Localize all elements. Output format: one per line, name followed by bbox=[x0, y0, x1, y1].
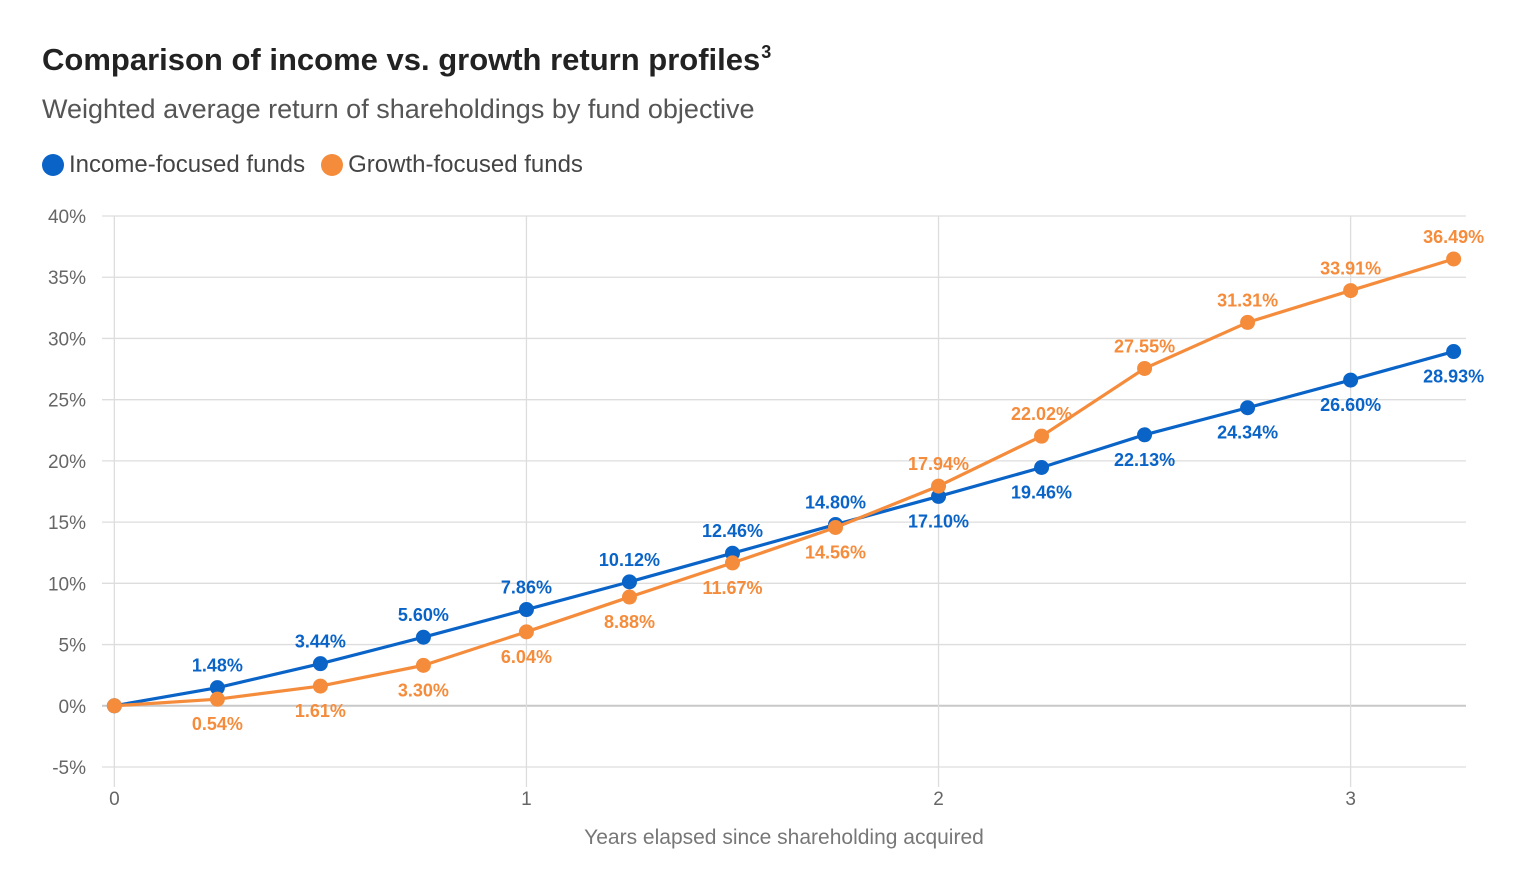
data-label: 22.02% bbox=[1011, 404, 1072, 424]
series-income: 1.48% 3.44% 5.60% 7.86% 10.12% 12.46% 14.80% 17… bbox=[106, 344, 1484, 714]
data-point bbox=[1034, 428, 1050, 444]
y-tick-label: 5% bbox=[59, 636, 87, 657]
data-point bbox=[518, 624, 534, 640]
data-label: 33.91% bbox=[1320, 259, 1381, 279]
data-label: 31.31% bbox=[1217, 290, 1278, 310]
data-point bbox=[1343, 372, 1359, 388]
y-tick-label: 35% bbox=[48, 268, 86, 289]
x-tick-label: 3 bbox=[1345, 789, 1356, 810]
data-label: 1.61% bbox=[295, 701, 346, 721]
y-tick-label: -5% bbox=[52, 758, 86, 779]
y-tick-label: 25% bbox=[48, 391, 86, 412]
data-point bbox=[1343, 283, 1359, 299]
data-label: 26.60% bbox=[1320, 395, 1381, 415]
series-line bbox=[112, 257, 1456, 708]
data-label: 11.67% bbox=[702, 578, 762, 598]
data-point bbox=[312, 656, 328, 672]
data-point bbox=[1446, 251, 1462, 267]
data-label: 7.86% bbox=[501, 578, 552, 598]
legend-item-income[interactable]: Income-focused funds bbox=[42, 151, 305, 179]
data-point bbox=[209, 691, 225, 707]
chart-legend: Income-focused funds Growth-focused fund… bbox=[42, 151, 599, 179]
legend-marker-income bbox=[42, 154, 64, 176]
chart-subtitle: Weighted average return of shareholdings… bbox=[42, 94, 755, 124]
data-point bbox=[312, 678, 328, 694]
legend-label-growth: Growth-focused funds bbox=[348, 151, 583, 178]
data-label: 17.10% bbox=[908, 511, 969, 531]
data-point bbox=[106, 698, 122, 714]
data-label: 14.80% bbox=[805, 493, 866, 513]
data-label: 12.46% bbox=[702, 521, 763, 541]
data-point bbox=[931, 478, 947, 494]
data-point bbox=[621, 589, 637, 605]
data-label: 17.94% bbox=[908, 454, 969, 474]
data-label: 1.48% bbox=[192, 656, 243, 676]
data-point bbox=[1137, 360, 1153, 376]
data-point bbox=[828, 519, 844, 535]
y-tick-label: 30% bbox=[48, 329, 86, 350]
data-point bbox=[724, 555, 740, 571]
data-label: 10.12% bbox=[599, 550, 660, 570]
data-label: 5.60% bbox=[398, 605, 449, 625]
data-point bbox=[415, 657, 431, 673]
data-point bbox=[621, 574, 637, 590]
y-tick-label: 40% bbox=[48, 207, 86, 228]
data-label: 36.49% bbox=[1423, 227, 1484, 247]
data-point bbox=[1034, 460, 1050, 476]
data-label: 14.56% bbox=[805, 542, 866, 562]
data-label: 19.46% bbox=[1011, 483, 1072, 503]
x-tick-label: 2 bbox=[933, 789, 944, 810]
chart-title: Comparison of income vs. growth return p… bbox=[42, 42, 772, 77]
x-tick-label: 0 bbox=[109, 789, 120, 810]
series-growth: 0.54% 1.61% 3.30% 6.04% 8.88% 11.67% 14.56% 17.… bbox=[106, 227, 1484, 734]
data-label: 24.34% bbox=[1217, 423, 1278, 443]
data-point bbox=[931, 488, 947, 504]
grid-lines bbox=[102, 215, 1466, 787]
title-footnote-marker: 3 bbox=[761, 42, 772, 62]
data-label: 27.55% bbox=[1114, 336, 1175, 356]
data-label: 8.88% bbox=[604, 612, 655, 632]
data-point bbox=[518, 602, 534, 618]
data-label: 22.13% bbox=[1114, 450, 1175, 470]
x-tick-label: 1 bbox=[521, 789, 532, 810]
data-label: 28.93% bbox=[1423, 367, 1484, 387]
data-label: 3.44% bbox=[295, 632, 346, 652]
data-point bbox=[1137, 427, 1153, 443]
data-point bbox=[1240, 314, 1256, 330]
legend-item-growth[interactable]: Growth-focused funds bbox=[321, 151, 583, 179]
y-tick-label: 10% bbox=[48, 574, 86, 595]
data-point bbox=[1240, 400, 1256, 416]
legend-marker-growth bbox=[321, 154, 344, 176]
series-line bbox=[112, 349, 1456, 708]
data-point bbox=[209, 680, 225, 696]
x-axis-title: Years elapsed since shareholding acquire… bbox=[584, 826, 984, 849]
data-label: 6.04% bbox=[501, 647, 552, 667]
y-tick-label: 20% bbox=[48, 452, 86, 473]
data-label: 0.54% bbox=[192, 714, 243, 734]
data-point bbox=[1446, 344, 1462, 360]
y-tick-label: 0% bbox=[59, 697, 87, 718]
y-tick-label: 15% bbox=[48, 513, 86, 534]
data-label: 3.30% bbox=[398, 680, 449, 700]
legend-label-income: Income-focused funds bbox=[69, 151, 306, 178]
data-point bbox=[415, 629, 431, 645]
